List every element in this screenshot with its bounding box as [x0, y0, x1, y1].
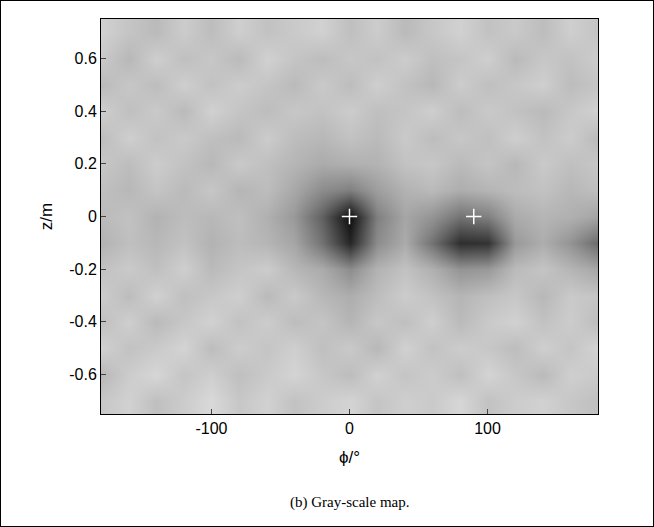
svg-text:ϕ/°: ϕ/° [339, 448, 360, 467]
svg-text:-0.4: -0.4 [69, 313, 97, 330]
svg-text:-0.6: -0.6 [69, 366, 97, 383]
svg-text:z/m: z/m [37, 203, 56, 230]
svg-text:0.6: 0.6 [75, 50, 97, 67]
svg-text:0.4: 0.4 [75, 103, 97, 120]
svg-text:-0.2: -0.2 [69, 261, 97, 278]
svg-text:0: 0 [345, 420, 354, 437]
svg-text:(b) Gray-scale map.: (b) Gray-scale map. [290, 494, 410, 511]
svg-text:0: 0 [88, 208, 97, 225]
svg-text:-100: -100 [195, 420, 227, 437]
svg-text:100: 100 [474, 420, 501, 437]
svg-text:0.2: 0.2 [75, 155, 97, 172]
